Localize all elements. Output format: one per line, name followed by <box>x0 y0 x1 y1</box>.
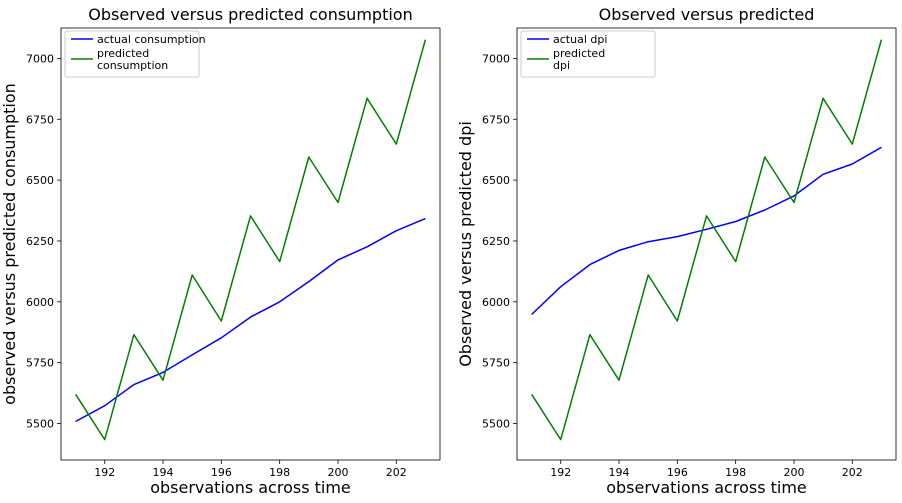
x-axis-label: observations across time <box>150 478 351 497</box>
y-axis-label: Observed versus predicted dpi <box>456 121 475 367</box>
legend-label-line: dpi <box>553 59 570 72</box>
y-tick-label: 6000 <box>26 296 54 309</box>
x-tick-label: 202 <box>386 466 407 479</box>
y-tick-label: 6250 <box>482 235 510 248</box>
legend-label-line: predicted <box>97 47 149 60</box>
legend-label-1: actual dpi <box>553 33 607 46</box>
series-line-2 <box>530 39 883 441</box>
legend-label-line: consumption <box>97 59 168 72</box>
legend-box <box>520 30 656 78</box>
y-tick-label: 5750 <box>26 357 54 370</box>
x-tick-label: 202 <box>842 466 863 479</box>
legend-label-line: actual consumption <box>97 33 206 46</box>
legend-label-2: predicted dpi <box>553 47 605 72</box>
x-tick-label: 196 <box>211 466 232 479</box>
legend-label-line: actual dpi <box>553 33 607 46</box>
legend-label-1: actual consumption <box>97 33 206 46</box>
x-tick-label: 194 <box>153 466 174 479</box>
plot-frame <box>60 27 441 461</box>
y-tick-label: 5750 <box>482 357 510 370</box>
chart-title: Observed versus predicted <box>599 5 815 24</box>
series-line-2 <box>74 39 427 441</box>
plot-frame <box>516 27 897 461</box>
chart-panel-1: Observed versus predicted consumption 192… <box>0 5 441 497</box>
y-tick-label: 6500 <box>26 174 54 187</box>
x-tick-label: 192 <box>94 466 115 479</box>
y-tick-label: 5500 <box>482 417 510 430</box>
x-tick-label: 194 <box>609 466 630 479</box>
y-tick-label: 6500 <box>482 174 510 187</box>
y-tick-label: 6750 <box>26 113 54 126</box>
x-tick-label: 192 <box>550 466 571 479</box>
y-tick-label: 5500 <box>26 417 54 430</box>
x-axis-label: observations across time <box>606 478 807 497</box>
x-tick-label: 198 <box>269 466 290 479</box>
y-tick-label: 6000 <box>482 296 510 309</box>
x-tick-label: 196 <box>667 466 688 479</box>
chart-panel-2: Observed versus predicted 192 194 196 198 200… <box>456 5 897 497</box>
legend-label-line: predicted <box>553 47 605 60</box>
x-tick-label: 200 <box>327 466 348 479</box>
y-tick-label: 7000 <box>482 52 510 65</box>
series-line-1 <box>531 146 882 316</box>
x-tick-label: 198 <box>725 466 746 479</box>
legend-box <box>64 30 200 78</box>
y-tick-label: 6750 <box>482 113 510 126</box>
y-tick-label: 6250 <box>26 235 54 248</box>
x-tick-label: 200 <box>783 466 804 479</box>
legend-label-2: predicted consumption <box>97 47 168 72</box>
series-line-1 <box>75 217 426 423</box>
chart-title: Observed versus predicted consumption <box>88 5 412 24</box>
y-axis-label: observed versus predicted consumption <box>0 83 19 405</box>
y-tick-label: 7000 <box>26 52 54 65</box>
